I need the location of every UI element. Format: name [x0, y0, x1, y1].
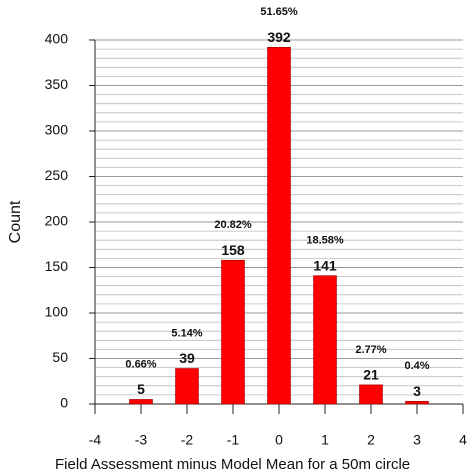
x-tick-label: 4 — [459, 432, 467, 448]
count-label: 39 — [179, 350, 195, 366]
percent-label: 2.77% — [355, 344, 386, 356]
y-tick-label: 350 — [45, 76, 69, 92]
bar — [129, 399, 153, 405]
x-axis-title: Field Assessment minus Model Mean for a … — [55, 456, 410, 473]
x-tick-label: -4 — [89, 432, 102, 448]
x-tick-label: -2 — [181, 432, 194, 448]
percent-label: 0.4% — [404, 360, 429, 372]
percent-label: 0.66% — [125, 358, 156, 370]
count-label: 158 — [221, 242, 245, 258]
percent-label: 18.58% — [306, 235, 344, 247]
y-axis-title: Count — [7, 200, 24, 243]
percent-label: 51.65% — [260, 6, 298, 18]
percent-label: 20.82% — [214, 219, 252, 231]
x-tick-label: 0 — [275, 432, 283, 448]
y-tick-label: 300 — [45, 122, 69, 138]
bar — [267, 46, 291, 405]
bar — [221, 259, 245, 405]
y-tick-label: 0 — [60, 395, 68, 411]
x-tick-label: 2 — [367, 432, 375, 448]
x-tick-label: -3 — [135, 432, 148, 448]
x-tick-label: 3 — [413, 432, 421, 448]
count-label: 21 — [363, 367, 379, 383]
y-tick-label: 50 — [52, 349, 68, 365]
y-tick-label: 150 — [45, 258, 69, 274]
y-tick-label: 250 — [45, 167, 69, 183]
count-label: 3 — [413, 383, 421, 399]
x-tick-label: -1 — [227, 432, 240, 448]
count-label: 141 — [313, 257, 337, 273]
count-label: 5 — [137, 381, 145, 397]
y-tick-label: 100 — [45, 304, 69, 320]
percent-label: 5.14% — [171, 327, 202, 339]
bar — [405, 400, 429, 405]
bar — [175, 368, 199, 405]
x-tick-label: 1 — [321, 432, 329, 448]
y-tick-label: 200 — [45, 213, 69, 229]
bar — [359, 384, 383, 405]
count-label: 392 — [267, 29, 291, 45]
y-tick-label: 400 — [45, 31, 69, 47]
bar — [313, 275, 337, 405]
